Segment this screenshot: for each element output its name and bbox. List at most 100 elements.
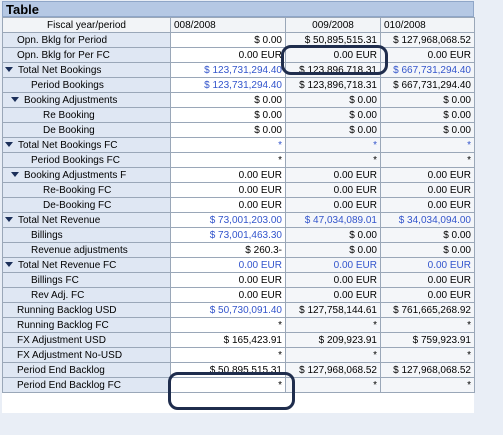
row-label[interactable]: Booking Adjustments (2, 92, 171, 108)
value-cell[interactable]: 0.00 EUR (285, 167, 381, 183)
value-cell[interactable]: $ 73,001,203.00 (170, 212, 286, 228)
value-cell[interactable]: $ 165,423.91 (170, 332, 286, 348)
row-label: Period Bookings (2, 77, 171, 93)
value-cell[interactable]: 0.00 EUR (170, 167, 286, 183)
value-cell[interactable]: * (170, 377, 286, 393)
row-label[interactable]: Total Net Revenue (2, 212, 171, 228)
data-grid: Fiscal year/period 008/2008 009/2008 010… (2, 17, 475, 393)
value-cell[interactable]: $ 123,896,718.31 (285, 77, 381, 93)
value-cell[interactable]: $ 127,968,068.52 (380, 362, 475, 378)
value-cell[interactable]: $ 50,895,515.31 (170, 362, 286, 378)
value-cell[interactable]: * (380, 377, 475, 393)
value-cell[interactable]: $ 0.00 (380, 122, 475, 138)
header-row: Fiscal year/period 008/2008 009/2008 010… (2, 17, 475, 33)
value-cell[interactable]: $ 0.00 (285, 122, 381, 138)
table-row: Period Bookings FC * * * (2, 152, 475, 168)
value-cell[interactable]: $ 123,731,294.40 (170, 77, 286, 93)
value-cell[interactable]: $ 50,730,091.40 (170, 302, 286, 318)
value-cell[interactable]: $ 260.3- (170, 242, 286, 258)
value-cell[interactable]: $ 50,895,515.31 (285, 32, 381, 48)
value-cell[interactable]: 0.00 EUR (285, 197, 381, 213)
value-cell[interactable]: * (285, 377, 381, 393)
row-label[interactable]: Booking Adjustments F (2, 167, 171, 183)
row-label-text: Re Booking (43, 109, 95, 121)
expand-triangle-icon[interactable] (11, 172, 19, 178)
panel-title: Table (2, 1, 474, 17)
value-cell[interactable]: 0.00 EUR (170, 287, 286, 303)
value-cell[interactable]: * (170, 347, 286, 363)
row-label-text: Opn. Bklg for Per FC (17, 49, 110, 61)
value-cell[interactable]: $ 127,758,144.61 (285, 302, 381, 318)
value-cell[interactable]: $ 73,001,463.30 (170, 227, 286, 243)
value-cell[interactable]: * (170, 317, 286, 333)
value-cell[interactable]: 0.00 EUR (285, 182, 381, 198)
value-cell[interactable]: $ 667,731,294.40 (380, 62, 475, 78)
value-cell[interactable]: $ 127,968,068.52 (285, 362, 381, 378)
expand-triangle-icon[interactable] (5, 142, 13, 148)
value-cell[interactable]: 0.00 EUR (380, 47, 475, 63)
table-row: Period End Backlog $ 50,895,515.31 $ 127,9… (2, 362, 475, 378)
value-cell[interactable]: * (170, 152, 286, 168)
value-cell[interactable]: * (285, 152, 381, 168)
value-cell[interactable]: 0.00 EUR (380, 287, 475, 303)
value-cell[interactable]: $ 0.00 (285, 227, 381, 243)
expand-triangle-icon[interactable] (5, 67, 13, 73)
value-cell[interactable]: $ 34,034,094.00 (380, 212, 475, 228)
value-cell[interactable]: 0.00 EUR (170, 47, 286, 63)
value-cell[interactable]: 0.00 EUR (380, 272, 475, 288)
value-cell[interactable]: $ 0.00 (170, 32, 286, 48)
row-label-text: Billings FC (31, 274, 79, 286)
value-cell[interactable]: * (285, 347, 381, 363)
row-label-text: Rev Adj. FC (31, 289, 85, 301)
value-cell[interactable]: * (380, 152, 475, 168)
value-cell[interactable]: $ 47,034,089.01 (285, 212, 381, 228)
value-cell[interactable]: 0.00 EUR (170, 197, 286, 213)
value-cell[interactable]: * (170, 137, 286, 153)
value-cell[interactable]: 0.00 EUR (170, 272, 286, 288)
value-cell[interactable]: $ 0.00 (380, 92, 475, 108)
value-cell[interactable]: * (380, 317, 475, 333)
period-header[interactable]: 009/2008 (285, 17, 381, 33)
value-cell[interactable]: 0.00 EUR (380, 197, 475, 213)
value-cell[interactable]: $ 667,731,294.40 (380, 77, 475, 93)
value-cell[interactable]: $ 0.00 (285, 92, 381, 108)
row-label[interactable]: Total Net Revenue FC (2, 257, 171, 273)
value-cell[interactable]: 0.00 EUR (380, 167, 475, 183)
row-label-text: Revenue adjustments (31, 244, 128, 256)
row-label: Period Bookings FC (2, 152, 171, 168)
value-cell[interactable]: 0.00 EUR (380, 182, 475, 198)
value-cell[interactable]: $ 0.00 (285, 107, 381, 123)
value-cell[interactable]: $ 759,923.91 (380, 332, 475, 348)
value-cell[interactable]: * (380, 347, 475, 363)
value-cell[interactable]: $ 0.00 (170, 107, 286, 123)
value-cell[interactable]: $ 0.00 (285, 242, 381, 258)
value-cell[interactable]: $ 209,923.91 (285, 332, 381, 348)
value-cell[interactable]: $ 123,731,294.40 (170, 62, 286, 78)
value-cell[interactable]: $ 123,896,718.31 (285, 62, 381, 78)
value-cell[interactable]: 0.00 EUR (170, 257, 286, 273)
expand-triangle-icon[interactable] (11, 97, 19, 103)
value-cell[interactable]: 0.00 EUR (285, 272, 381, 288)
value-cell[interactable]: $ 0.00 (380, 227, 475, 243)
row-label[interactable]: Total Net Bookings FC (2, 137, 171, 153)
value-cell[interactable]: * (285, 317, 381, 333)
value-cell[interactable]: 0.00 EUR (170, 182, 286, 198)
value-cell[interactable]: $ 761,665,268.92 (380, 302, 475, 318)
value-cell[interactable]: 0.00 EUR (380, 257, 475, 273)
value-cell[interactable]: $ 0.00 (170, 92, 286, 108)
value-cell[interactable]: $ 0.00 (170, 122, 286, 138)
value-cell[interactable]: 0.00 EUR (285, 47, 381, 63)
row-label[interactable]: Total Net Bookings (2, 62, 171, 78)
expand-triangle-icon[interactable] (5, 217, 13, 223)
value-cell[interactable]: 0.00 EUR (285, 257, 381, 273)
value-cell[interactable]: * (380, 137, 475, 153)
value-cell[interactable]: $ 0.00 (380, 242, 475, 258)
value-cell[interactable]: * (285, 137, 381, 153)
expand-triangle-icon[interactable] (5, 262, 13, 268)
period-header[interactable]: 008/2008 (170, 17, 286, 33)
value-cell[interactable]: 0.00 EUR (285, 287, 381, 303)
value-cell[interactable]: $ 0.00 (380, 107, 475, 123)
period-header[interactable]: 010/2008 (380, 17, 475, 33)
value-cell[interactable]: $ 127,968,068.52 (380, 32, 475, 48)
row-label-text: Running Backlog FC (17, 319, 109, 331)
